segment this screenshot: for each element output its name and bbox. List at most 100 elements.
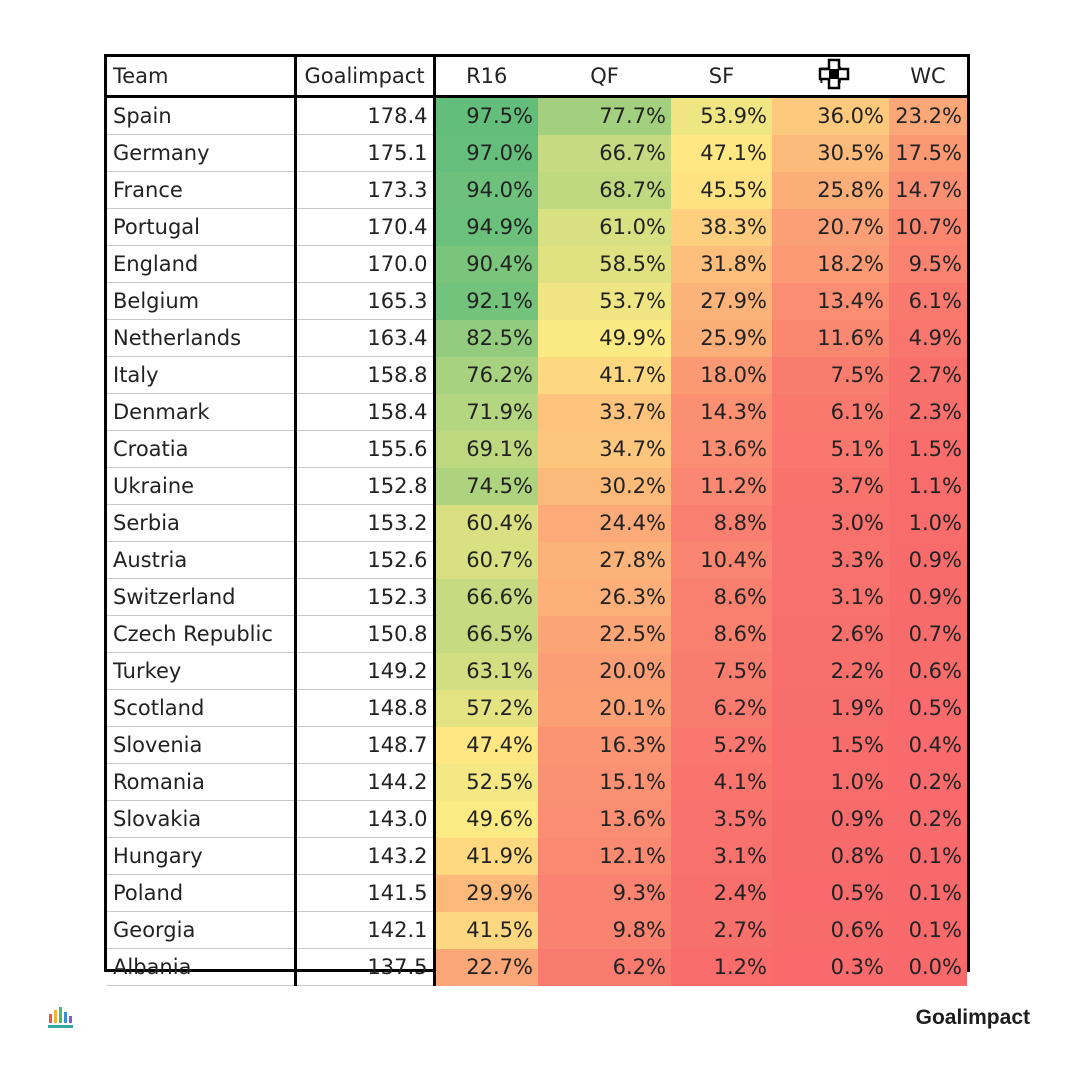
table-row: England 170.0 90.4% 58.5% 31.8% 18.2% 9.5% — [107, 245, 967, 283]
r16-cell: 49.6% — [434, 800, 538, 838]
team-cell: Spain — [107, 96, 297, 135]
wc-cell: 0.0% — [889, 948, 967, 986]
team-cell: Slovenia — [107, 726, 297, 764]
r16-cell: 60.4% — [434, 504, 538, 542]
qf-cell: 30.2% — [538, 467, 671, 505]
sf-cell: 5.2% — [671, 726, 772, 764]
team-cell: Croatia — [107, 430, 297, 468]
table-row: Slovakia 143.0 49.6% 13.6% 3.5% 0.9% 0.2% — [107, 800, 967, 838]
r16-cell: 71.9% — [434, 393, 538, 431]
wc-cell: 0.2% — [889, 763, 967, 801]
table-row: Turkey 149.2 63.1% 20.0% 7.5% 2.2% 0.6% — [107, 652, 967, 690]
goalimpact-cell: 178.4 — [295, 96, 436, 135]
team-cell: Ukraine — [107, 467, 297, 505]
footer-brand: Goalimpact — [915, 1006, 1030, 1029]
header-goalimpact: Goalimpact — [295, 57, 436, 98]
qf-cell: 16.3% — [538, 726, 671, 764]
r16-cell: 94.0% — [434, 171, 538, 209]
wc-cell: 0.4% — [889, 726, 967, 764]
header-wc: WC — [889, 57, 967, 98]
goalimpact-cell: 148.7 — [295, 726, 436, 764]
r16-cell: 82.5% — [434, 319, 538, 357]
goalimpact-cell: 144.2 — [295, 763, 436, 801]
goalimpact-cell: 150.8 — [295, 615, 436, 653]
table-row: France 173.3 94.0% 68.7% 45.5% 25.8% 14.7% — [107, 171, 967, 209]
table-row: Austria 152.6 60.7% 27.8% 10.4% 3.3% 0.9% — [107, 541, 967, 579]
qf-cell: 20.0% — [538, 652, 671, 690]
team-cell: Germany — [107, 134, 297, 172]
wc-cell: 0.1% — [889, 911, 967, 949]
final-cell: 0.9% — [772, 800, 889, 838]
qf-cell: 15.1% — [538, 763, 671, 801]
final-cell: 30.5% — [772, 134, 889, 172]
qf-cell: 24.4% — [538, 504, 671, 542]
r16-cell: 41.9% — [434, 837, 538, 875]
wc-cell: 0.9% — [889, 578, 967, 616]
qf-cell: 9.8% — [538, 911, 671, 949]
qf-cell: 66.7% — [538, 134, 671, 172]
qf-cell: 77.7% — [538, 96, 671, 135]
final-cell: 2.2% — [772, 652, 889, 690]
qf-cell: 12.1% — [538, 837, 671, 875]
header-row: Team Goalimpact R16 QF SF F l WC — [107, 57, 967, 98]
goalimpact-cell: 152.8 — [295, 467, 436, 505]
qf-cell: 6.2% — [538, 948, 671, 986]
qf-cell: 49.9% — [538, 319, 671, 357]
team-cell: Turkey — [107, 652, 297, 690]
table-row: Italy 158.8 76.2% 41.7% 18.0% 7.5% 2.7% — [107, 356, 967, 394]
team-cell: Scotland — [107, 689, 297, 727]
sf-cell: 25.9% — [671, 319, 772, 357]
final-cell: 1.5% — [772, 726, 889, 764]
team-cell: Czech Republic — [107, 615, 297, 653]
table-row: Germany 175.1 97.0% 66.7% 47.1% 30.5% 17.5% — [107, 134, 967, 172]
qf-cell: 20.1% — [538, 689, 671, 727]
sf-cell: 8.6% — [671, 578, 772, 616]
table-row: Hungary 143.2 41.9% 12.1% 3.1% 0.8% 0.1% — [107, 837, 967, 875]
final-cell: 0.3% — [772, 948, 889, 986]
team-cell: Slovakia — [107, 800, 297, 838]
qf-cell: 33.7% — [538, 393, 671, 431]
wc-cell: 0.9% — [889, 541, 967, 579]
table-row: Scotland 148.8 57.2% 20.1% 6.2% 1.9% 0.5% — [107, 689, 967, 727]
goalimpact-logo-icon — [48, 1007, 73, 1028]
goalimpact-cell: 143.2 — [295, 837, 436, 875]
goalimpact-cell: 163.4 — [295, 319, 436, 357]
table-row: Slovenia 148.7 47.4% 16.3% 5.2% 1.5% 0.4% — [107, 726, 967, 764]
sf-cell: 18.0% — [671, 356, 772, 394]
goalimpact-cell: 170.0 — [295, 245, 436, 283]
final-cell: 1.0% — [772, 763, 889, 801]
table-row: Ukraine 152.8 74.5% 30.2% 11.2% 3.7% 1.1% — [107, 467, 967, 505]
qf-cell: 27.8% — [538, 541, 671, 579]
sf-cell: 6.2% — [671, 689, 772, 727]
r16-cell: 97.5% — [434, 96, 538, 135]
r16-cell: 74.5% — [434, 467, 538, 505]
qf-cell: 9.3% — [538, 874, 671, 912]
final-cell: 0.8% — [772, 837, 889, 875]
final-cell: 36.0% — [772, 96, 889, 135]
goalimpact-cell: 158.4 — [295, 393, 436, 431]
header-qf: QF — [538, 57, 671, 98]
sf-cell: 7.5% — [671, 652, 772, 690]
final-cell: 11.6% — [772, 319, 889, 357]
goalimpact-cell: 142.1 — [295, 911, 436, 949]
wc-cell: 1.0% — [889, 504, 967, 542]
qf-cell: 13.6% — [538, 800, 671, 838]
sf-cell: 1.2% — [671, 948, 772, 986]
qf-cell: 61.0% — [538, 208, 671, 246]
wc-cell: 0.5% — [889, 689, 967, 727]
qf-cell: 26.3% — [538, 578, 671, 616]
header-team: Team — [107, 57, 297, 98]
final-cell: 3.0% — [772, 504, 889, 542]
r16-cell: 69.1% — [434, 430, 538, 468]
header-sf: SF — [671, 57, 772, 98]
r16-cell: 29.9% — [434, 874, 538, 912]
goalimpact-cell: 149.2 — [295, 652, 436, 690]
final-cell: 25.8% — [772, 171, 889, 209]
wc-cell: 0.6% — [889, 652, 967, 690]
team-cell: Albania — [107, 948, 297, 986]
final-cell: 1.9% — [772, 689, 889, 727]
sf-cell: 8.8% — [671, 504, 772, 542]
qf-cell: 68.7% — [538, 171, 671, 209]
team-cell: Denmark — [107, 393, 297, 431]
final-cell: 3.7% — [772, 467, 889, 505]
